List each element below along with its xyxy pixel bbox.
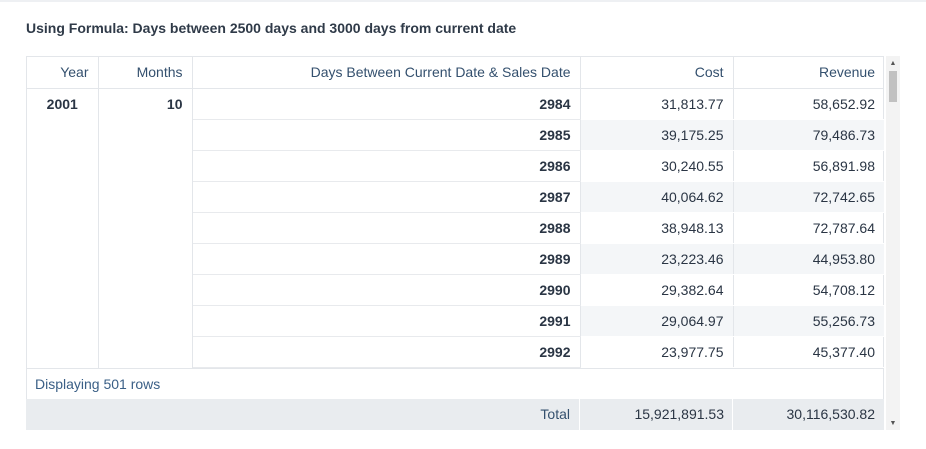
revenue-cell: 55,256.73 — [733, 305, 884, 337]
cost-cell: 29,382.64 — [580, 274, 734, 306]
days-cell: 2984 — [192, 88, 581, 120]
column-header-months[interactable]: Months — [98, 57, 193, 89]
days-cell: 2992 — [192, 336, 581, 368]
table-body: 2001 10 2984 31,813.77 58,652.92 2985 39… — [27, 88, 884, 370]
column-header-revenue[interactable]: Revenue — [733, 57, 884, 89]
table-row: 2986 30,240.55 56,891.98 — [27, 150, 884, 182]
days-cell: 2991 — [192, 305, 581, 337]
row-count-label: Displaying 501 rows — [26, 368, 884, 399]
days-cell: 2990 — [192, 274, 581, 306]
table-row: 2988 38,948.13 72,787.64 — [27, 212, 884, 244]
table-row: 2991 29,064.97 55,256.73 — [27, 305, 884, 337]
header-row: Year Months Days Between Current Date & … — [27, 57, 884, 89]
top-divider — [0, 0, 926, 2]
total-row: Total 15,921,891.53 30,116,530.82 — [26, 399, 884, 430]
revenue-cell: 44,953.80 — [733, 243, 884, 275]
cost-cell: 40,064.62 — [580, 181, 734, 213]
data-table: Year Months Days Between Current Date & … — [27, 57, 884, 370]
column-divider — [732, 399, 733, 430]
total-label: Total — [540, 406, 570, 422]
pivot-table: Year Months Days Between Current Date & … — [26, 56, 884, 430]
cost-cell: 23,223.46 — [580, 243, 734, 275]
scroll-thumb[interactable] — [889, 71, 897, 102]
total-revenue: 30,116,530.82 — [786, 406, 876, 422]
table-row: 2987 40,064.62 72,742.65 — [27, 181, 884, 213]
revenue-cell: 58,652.92 — [733, 88, 884, 120]
months-cell: 10 — [98, 88, 193, 370]
column-header-cost[interactable]: Cost — [580, 57, 734, 89]
table-row: 2990 29,382.64 54,708.12 — [27, 274, 884, 306]
days-cell: 2987 — [192, 181, 581, 213]
revenue-cell: 72,742.65 — [733, 181, 884, 213]
revenue-cell: 79,486.73 — [733, 119, 884, 151]
cost-cell: 30,240.55 — [580, 150, 734, 182]
days-cell: 2989 — [192, 243, 581, 275]
column-divider — [579, 399, 580, 430]
cost-cell: 29,064.97 — [580, 305, 734, 337]
report-title: Using Formula: Days between 2500 days an… — [26, 20, 517, 36]
column-header-year[interactable]: Year — [27, 57, 99, 89]
cost-cell: 31,813.77 — [580, 88, 734, 120]
cost-cell: 23,977.75 — [580, 336, 734, 368]
column-header-days[interactable]: Days Between Current Date & Sales Date — [192, 57, 581, 89]
scroll-up-arrow-icon[interactable]: ▲ — [889, 60, 897, 67]
days-cell: 2988 — [192, 212, 581, 244]
table-row: 2985 39,175.25 79,486.73 — [27, 119, 884, 151]
total-cost: 15,921,891.53 — [634, 406, 724, 422]
revenue-cell: 54,708.12 — [733, 274, 884, 306]
revenue-cell: 56,891.98 — [733, 150, 884, 182]
days-cell: 2985 — [192, 119, 581, 151]
days-cell: 2986 — [192, 150, 581, 182]
revenue-cell: 72,787.64 — [733, 212, 884, 244]
vertical-scrollbar[interactable]: ▲ ▼ — [886, 56, 900, 430]
scroll-down-arrow-icon[interactable]: ▼ — [889, 420, 897, 427]
table-row: 2989 23,223.46 44,953.80 — [27, 243, 884, 275]
table-row: 2992 23,977.75 45,377.40 — [27, 336, 884, 368]
table-row: 2001 10 2984 31,813.77 58,652.92 — [27, 88, 884, 370]
year-cell: 2001 — [27, 88, 99, 370]
cost-cell: 39,175.25 — [580, 119, 734, 151]
cost-cell: 38,948.13 — [580, 212, 734, 244]
revenue-cell: 45,377.40 — [733, 336, 884, 368]
